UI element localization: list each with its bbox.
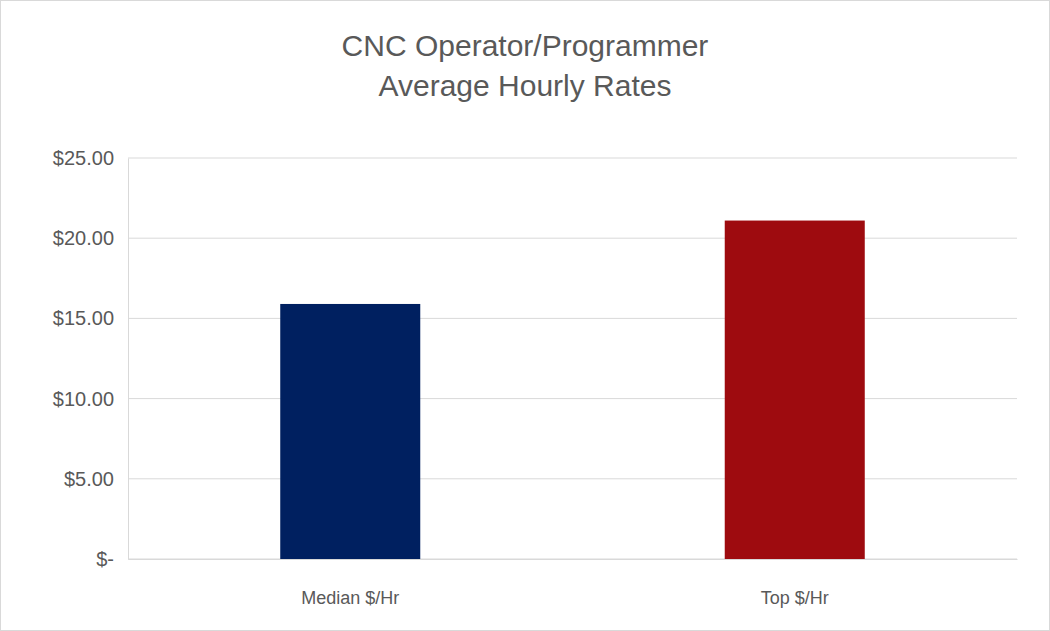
bars bbox=[280, 221, 865, 559]
x-tick-label: Top $/Hr bbox=[761, 588, 829, 608]
chart: CNC Operator/Programmer Average Hourly Ra… bbox=[0, 0, 1050, 631]
bar bbox=[725, 221, 865, 559]
x-axis: Median $/Hr Top $/Hr bbox=[129, 559, 1018, 608]
y-tick: $15.00 bbox=[53, 307, 128, 329]
y-tick-label: $15.00 bbox=[53, 307, 114, 329]
grid-line bbox=[128, 238, 1017, 239]
grid-line bbox=[128, 158, 1017, 159]
x-axis-line bbox=[129, 559, 1018, 560]
x-tick: Top $/Hr bbox=[761, 559, 829, 608]
grid bbox=[128, 158, 1017, 559]
y-tick: $20.00 bbox=[53, 227, 128, 249]
grid-line bbox=[128, 398, 1017, 399]
title-line: CNC Operator/Programmer bbox=[342, 29, 709, 62]
bar bbox=[280, 304, 420, 559]
y-tick: $- bbox=[96, 548, 128, 570]
y-axis-line bbox=[128, 159, 129, 560]
grid-line bbox=[128, 478, 1017, 479]
y-axis: $- $5.00 $10.00 $15.00 $20.00 $25.00 bbox=[53, 147, 129, 570]
x-tick: Median $/Hr bbox=[301, 559, 399, 608]
y-tick-label: $5.00 bbox=[64, 468, 114, 490]
chart-border bbox=[1, 1, 1050, 631]
y-tick: $5.00 bbox=[64, 468, 128, 490]
y-tick-label: $- bbox=[96, 548, 114, 570]
grid-line bbox=[128, 559, 1017, 560]
y-tick-label: $25.00 bbox=[53, 147, 114, 169]
title-line: Average Hourly Rates bbox=[379, 69, 672, 102]
y-tick-label: $20.00 bbox=[53, 227, 114, 249]
grid-line bbox=[128, 318, 1017, 319]
title: CNC Operator/Programmer Average Hourly Ra… bbox=[342, 29, 709, 102]
y-tick-label: $10.00 bbox=[53, 388, 114, 410]
y-tick: $25.00 bbox=[53, 147, 128, 169]
x-tick-label: Median $/Hr bbox=[301, 588, 399, 608]
y-tick: $10.00 bbox=[53, 388, 128, 410]
